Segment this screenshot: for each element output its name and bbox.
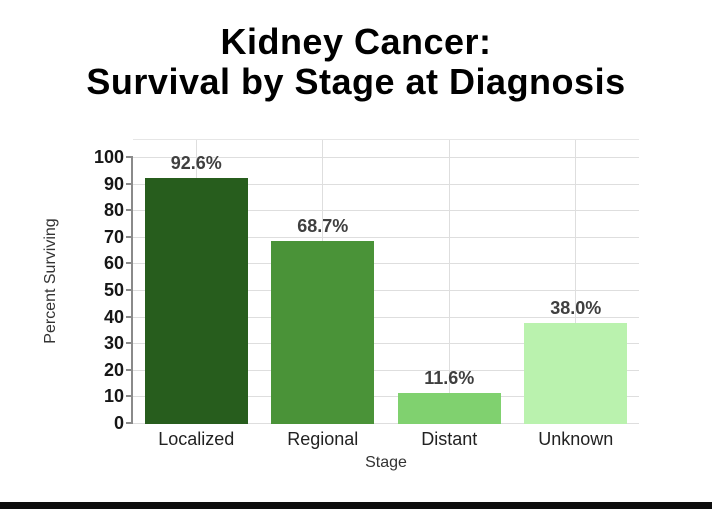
bar-distant: [397, 393, 501, 424]
y-axis-title: Percent Surviving: [42, 218, 59, 344]
bar-unknown: [524, 323, 628, 424]
category-label: Localized: [158, 429, 235, 449]
y-tick-mark: [126, 235, 131, 238]
v-gridline: [448, 140, 450, 424]
x-axis-title: Stage: [365, 454, 407, 471]
bar-value-label: 38.0%: [550, 298, 602, 318]
chart-title: Kidney Cancer: Survival by Stage at Diag…: [0, 22, 712, 102]
plot-area: [133, 139, 639, 424]
y-tick-label: 100: [93, 147, 124, 167]
category-label: Unknown: [538, 429, 614, 449]
y-tick-label: 40: [103, 306, 124, 327]
y-tick-mark: [126, 209, 131, 212]
h-gridline: [133, 210, 639, 212]
h-gridline: [133, 157, 639, 158]
bar-regional: [271, 241, 375, 424]
y-tick-label: 70: [103, 226, 124, 247]
bar-value-label: 68.7%: [297, 216, 349, 236]
y-tick-mark: [126, 422, 131, 424]
y-tick-label: 30: [103, 333, 124, 354]
h-gridline: [133, 369, 639, 371]
chart-title-line1: Kidney Cancer:: [220, 21, 492, 62]
y-tick-label: 20: [103, 359, 124, 380]
y-tick-mark: [126, 289, 131, 291]
v-gridline: [575, 140, 577, 424]
y-axis-line: [131, 156, 133, 424]
bar-localized: [144, 178, 248, 424]
h-gridline: [133, 263, 639, 265]
y-tick-mark: [126, 182, 131, 185]
y-tick-mark: [126, 342, 131, 345]
h-gridline: [133, 236, 639, 238]
h-gridline: [133, 423, 639, 424]
bottom-divider: [0, 502, 712, 509]
y-tick-label: 50: [103, 280, 124, 300]
y-tick-mark: [126, 395, 131, 398]
y-tick-mark: [126, 156, 131, 158]
h-gridline: [133, 316, 639, 318]
y-tick-mark: [126, 315, 131, 318]
y-tick-mark: [126, 368, 131, 371]
h-gridline: [133, 396, 639, 398]
category-label: Regional: [287, 429, 359, 449]
y-tick-label: 0: [113, 413, 124, 433]
category-label: Distant: [421, 429, 478, 449]
chart-title-line2: Survival by Stage at Diagnosis: [86, 61, 626, 102]
y-tick-label: 90: [103, 173, 124, 194]
y-tick-mark: [126, 262, 131, 265]
h-gridline: [133, 290, 639, 291]
y-tick-label: 80: [103, 200, 124, 221]
bar-value-label: 11.6%: [424, 368, 475, 388]
bar-value-label: 92.6%: [170, 153, 222, 173]
h-gridline: [133, 343, 639, 345]
h-gridline: [133, 183, 639, 185]
y-tick-label: 60: [103, 253, 124, 274]
y-tick-label: 10: [103, 386, 124, 407]
